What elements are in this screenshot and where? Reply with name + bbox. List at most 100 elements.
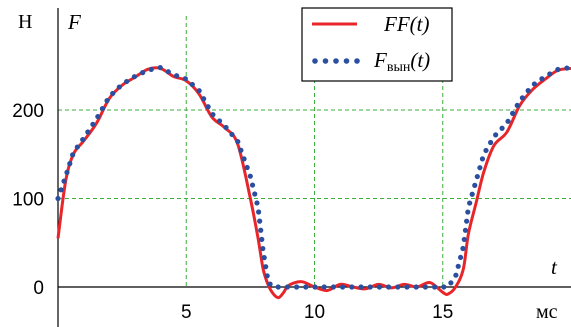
series-fvyn-point xyxy=(205,104,211,110)
legend-label-ff: FF(t) xyxy=(383,12,429,36)
y-tick-label: 0 xyxy=(33,278,44,299)
series-fvyn-point xyxy=(70,152,76,158)
series-fvyn-point xyxy=(123,78,130,85)
series-fvyn-point xyxy=(469,191,475,197)
series-fvyn-point xyxy=(474,173,480,180)
series-fvyn-point xyxy=(483,147,489,154)
series-fvyn-point xyxy=(189,81,195,88)
legend-box xyxy=(301,7,453,82)
series-fvyn-point xyxy=(531,81,537,87)
series-fvyn-point xyxy=(256,209,262,215)
series-fvyn-point xyxy=(386,284,392,290)
x-tick-label: 15 xyxy=(432,302,453,323)
x-axis-symbol: t xyxy=(551,255,558,279)
series-fvyn-point xyxy=(505,118,511,124)
tick-labels: 5 10 15 0 100 200 xyxy=(12,101,453,323)
series-fvyn-point xyxy=(244,164,250,171)
series-fvyn-point xyxy=(258,227,264,233)
series-fvyn-point xyxy=(260,245,266,252)
series-fvyn-point xyxy=(264,273,270,279)
series-fvyn-point xyxy=(238,147,244,153)
series-layer xyxy=(55,64,571,300)
series-fvyn-point xyxy=(539,76,545,82)
series-fvyn-point xyxy=(85,129,91,135)
y-axis-unit: Н xyxy=(18,11,32,33)
series-fvyn-point xyxy=(67,161,73,167)
y-tick-label: 200 xyxy=(12,101,44,122)
y-tick-label: 100 xyxy=(12,190,44,211)
series-fvyn-point xyxy=(303,284,309,290)
series-fvyn-point xyxy=(461,236,467,243)
legend-dot xyxy=(343,58,350,64)
series-ff-line xyxy=(56,66,571,300)
series-fvyn-point xyxy=(157,64,163,71)
series-fvyn-point xyxy=(140,70,146,76)
series-fvyn-point xyxy=(457,254,464,261)
series-fvyn-point xyxy=(376,284,383,290)
series-fvyn-point xyxy=(493,132,499,138)
series-fvyn-point xyxy=(404,284,410,290)
series-fvyn-point xyxy=(455,263,461,269)
legend-dot xyxy=(333,58,339,64)
series-fvyn-point xyxy=(472,182,478,188)
legend-dot xyxy=(322,58,329,64)
series-fvyn-point xyxy=(247,173,253,179)
series-fvyn-point xyxy=(294,284,300,290)
series-fvyn-point xyxy=(104,98,110,104)
series-fvyn-point xyxy=(464,218,470,224)
series-fvyn-point xyxy=(267,281,273,287)
series-fvyn-point xyxy=(165,69,171,75)
series-fvyn-point xyxy=(116,84,122,90)
series-fvyn-point xyxy=(110,90,116,97)
legend-dot xyxy=(312,58,318,64)
legend-dot xyxy=(354,58,360,64)
series-fvyn-point xyxy=(216,118,223,124)
series-fvyn-point xyxy=(90,121,96,127)
series-fvyn-point xyxy=(64,169,70,176)
series-fvyn-point xyxy=(148,66,154,73)
series-fvyn-point xyxy=(210,111,216,118)
series-fvyn-point xyxy=(349,284,355,290)
series-fvyn-point xyxy=(252,191,258,197)
series-fvyn-point xyxy=(312,284,318,290)
legend-label-fvyn-main: F xyxy=(373,48,387,72)
x-axis-unit: мс xyxy=(536,301,558,323)
series-fvyn-point xyxy=(99,105,106,112)
series-fvyn-point xyxy=(519,95,525,101)
series-fvyn-point xyxy=(330,284,337,290)
series-fvyn-point xyxy=(395,284,401,290)
series-fvyn-point xyxy=(510,110,516,116)
series-fvyn-point xyxy=(131,74,138,80)
series-fvyn-point xyxy=(80,137,86,143)
series-fvyn-point xyxy=(460,245,466,252)
series-fvyn-point xyxy=(241,156,247,162)
series-fvyn-point xyxy=(263,264,269,270)
series-fvyn-point xyxy=(465,209,471,215)
series-fvyn-point xyxy=(462,227,469,233)
series-fvyn-point xyxy=(479,156,486,162)
series-fvyn-point xyxy=(441,284,447,290)
series-fvyn-point xyxy=(367,284,373,290)
series-fvyn-point xyxy=(453,272,459,278)
series-fvyn-point xyxy=(254,200,260,206)
series-fvyn-point xyxy=(487,139,494,146)
series-fvyn-point xyxy=(249,182,256,188)
series-fvyn-point xyxy=(555,66,561,73)
series-fvyn-point xyxy=(261,255,267,261)
x-tick-label: 5 xyxy=(181,302,192,323)
y-axis-symbol: F xyxy=(67,10,81,34)
x-tick-label: 10 xyxy=(304,302,325,323)
series-fvyn-point xyxy=(61,178,67,184)
series-fvyn-point xyxy=(235,138,241,145)
series-fvyn-point xyxy=(95,113,101,120)
series-fvyn-point xyxy=(275,284,281,290)
legend-label-fvyn: Fвын(t) xyxy=(373,48,430,75)
series-fvyn-point xyxy=(432,284,438,290)
series-fvyn-point xyxy=(257,218,263,224)
series-fvyn-point xyxy=(525,88,531,94)
series-fvyn-point xyxy=(321,284,327,290)
series-fvyn-point xyxy=(448,280,454,286)
legend-label-fvyn-suffix: (t) xyxy=(410,48,430,72)
series-fvyn-point xyxy=(58,187,64,193)
